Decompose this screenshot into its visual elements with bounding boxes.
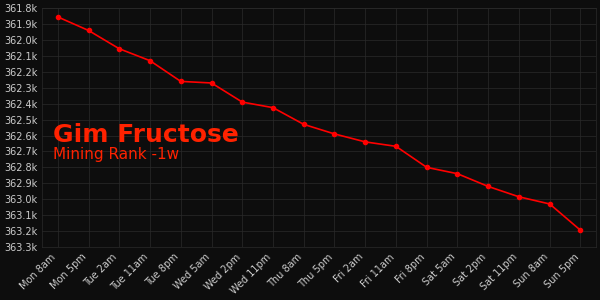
Text: Gim Fructose: Gim Fructose bbox=[53, 123, 239, 147]
Text: Mining Rank -1w: Mining Rank -1w bbox=[53, 147, 179, 162]
